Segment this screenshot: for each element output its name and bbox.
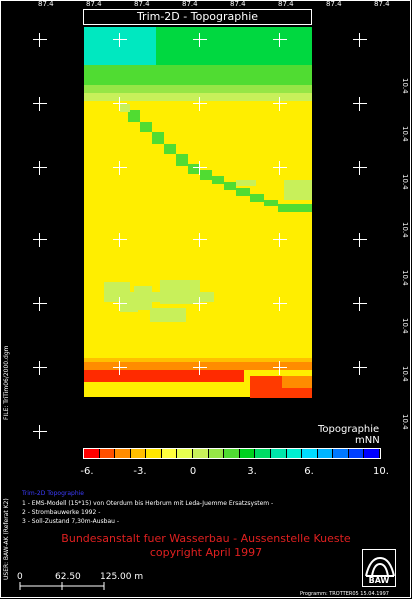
terrain-green-band bbox=[84, 65, 312, 85]
grid-cross bbox=[273, 297, 287, 311]
grid-cross bbox=[273, 97, 287, 111]
colorbar-swatch bbox=[317, 449, 334, 458]
terrain-south-orange bbox=[84, 362, 312, 370]
colorbar-swatch bbox=[333, 449, 349, 458]
terrain-south-red bbox=[84, 370, 244, 382]
colorbar-swatch bbox=[224, 449, 240, 458]
terrain-south-orange-light bbox=[84, 358, 312, 364]
baw-logo: BAW bbox=[362, 549, 396, 587]
grid-cross bbox=[193, 33, 207, 47]
grid-cross bbox=[33, 425, 47, 439]
colorbar-swatch bbox=[286, 449, 303, 458]
top-tick-label: 87.4 bbox=[182, 0, 198, 8]
grid-cross bbox=[33, 233, 47, 247]
terrain-north-cyan-west bbox=[84, 27, 156, 67]
legend-colorbar bbox=[83, 448, 381, 459]
grid-cross bbox=[273, 161, 287, 175]
institution-name: Bundesanstalt fuer Wasserbau - Aussenste… bbox=[61, 532, 351, 545]
colorbar-swatch bbox=[84, 449, 100, 458]
legend-tick: 6. bbox=[304, 466, 314, 477]
grid-cross bbox=[273, 361, 287, 375]
top-tick-label: 87.4 bbox=[38, 0, 54, 8]
colorbar-swatch bbox=[99, 449, 116, 458]
grid-cross bbox=[113, 33, 127, 47]
grid-cross bbox=[193, 361, 207, 375]
colorbar-swatch bbox=[161, 449, 178, 458]
grid-cross bbox=[113, 161, 127, 175]
top-tick-label: 87.4 bbox=[230, 0, 246, 8]
top-tick-label: 87.4 bbox=[134, 0, 150, 8]
channel-edge bbox=[120, 104, 312, 200]
grid-cross bbox=[113, 297, 127, 311]
colorbar-swatch bbox=[302, 449, 318, 458]
colorbar-swatch bbox=[364, 449, 380, 458]
legend-title: Topographie bbox=[318, 424, 380, 435]
colorbar-swatch bbox=[177, 449, 194, 458]
channel-stairs bbox=[128, 110, 312, 212]
grid-cross bbox=[353, 97, 367, 111]
scale-label: 125.00 m bbox=[100, 572, 144, 582]
grid-cross bbox=[353, 361, 367, 375]
colorbar-swatch bbox=[348, 449, 365, 458]
grid-cross bbox=[193, 161, 207, 175]
map-title: Trim-2D - Topographie bbox=[83, 9, 312, 25]
colorbar-swatch bbox=[255, 449, 271, 458]
grid-cross bbox=[353, 233, 367, 247]
terrain-green-band-3 bbox=[84, 93, 312, 101]
colorbar-swatch bbox=[115, 449, 131, 458]
grid-cross bbox=[353, 33, 367, 47]
grid-cross bbox=[353, 297, 367, 311]
grid-cross bbox=[353, 161, 367, 175]
grid-cross bbox=[113, 361, 127, 375]
colorbar-swatch bbox=[146, 449, 162, 458]
legend-tick: -3. bbox=[133, 466, 147, 477]
colorbar-swatch bbox=[239, 449, 256, 458]
grid-cross bbox=[33, 161, 47, 175]
legend-tick: 10. bbox=[373, 466, 389, 477]
info-line: 3 - Soll-Zustand 7,30m-Ausbau - bbox=[22, 518, 119, 525]
colorbar-swatch bbox=[270, 449, 287, 458]
info-line: 1 - EMS-Modell (15*15) von Oterdum bis H… bbox=[22, 500, 274, 507]
legend-tick: -6. bbox=[80, 466, 94, 477]
scale-label: 0 bbox=[17, 572, 23, 582]
top-tick-label: 87.4 bbox=[326, 0, 342, 8]
grid-cross bbox=[113, 233, 127, 247]
scale-label: 62.50 bbox=[55, 572, 81, 582]
legend-unit: mNN bbox=[355, 435, 380, 446]
grid-cross bbox=[273, 33, 287, 47]
legend-tick: 3. bbox=[247, 466, 257, 477]
grid-cross bbox=[33, 297, 47, 311]
grid-cross bbox=[33, 33, 47, 47]
grid-cross bbox=[33, 97, 47, 111]
terrain-south-orange-east bbox=[282, 376, 312, 388]
grid-cross bbox=[193, 297, 207, 311]
program-footer: Programm: TROTTER05 15.04.1997 bbox=[300, 591, 389, 597]
legend-tick: 0 bbox=[189, 466, 197, 477]
colorbar-swatch bbox=[193, 449, 209, 458]
grid-cross bbox=[193, 233, 207, 247]
baw-emblem-icon bbox=[365, 556, 395, 577]
colorbar-swatch bbox=[130, 449, 147, 458]
top-tick-label: 87.4 bbox=[278, 0, 294, 8]
info-line: 2 - Strombauwerke 1992 - bbox=[22, 509, 101, 516]
grid-cross bbox=[113, 97, 127, 111]
colorbar-swatch bbox=[208, 449, 225, 458]
grid-cross bbox=[193, 97, 207, 111]
top-tick-label: 87.4 bbox=[86, 0, 102, 8]
terrain-green-band-2 bbox=[84, 85, 312, 93]
baw-logo-text: BAW bbox=[368, 576, 390, 585]
top-tick-label: 87.4 bbox=[374, 0, 390, 8]
grid-cross bbox=[273, 233, 287, 247]
copyright: copyright April 1997 bbox=[149, 546, 263, 559]
info-header: Trim-2D Topographie bbox=[22, 490, 84, 497]
grid-cross bbox=[33, 361, 47, 375]
